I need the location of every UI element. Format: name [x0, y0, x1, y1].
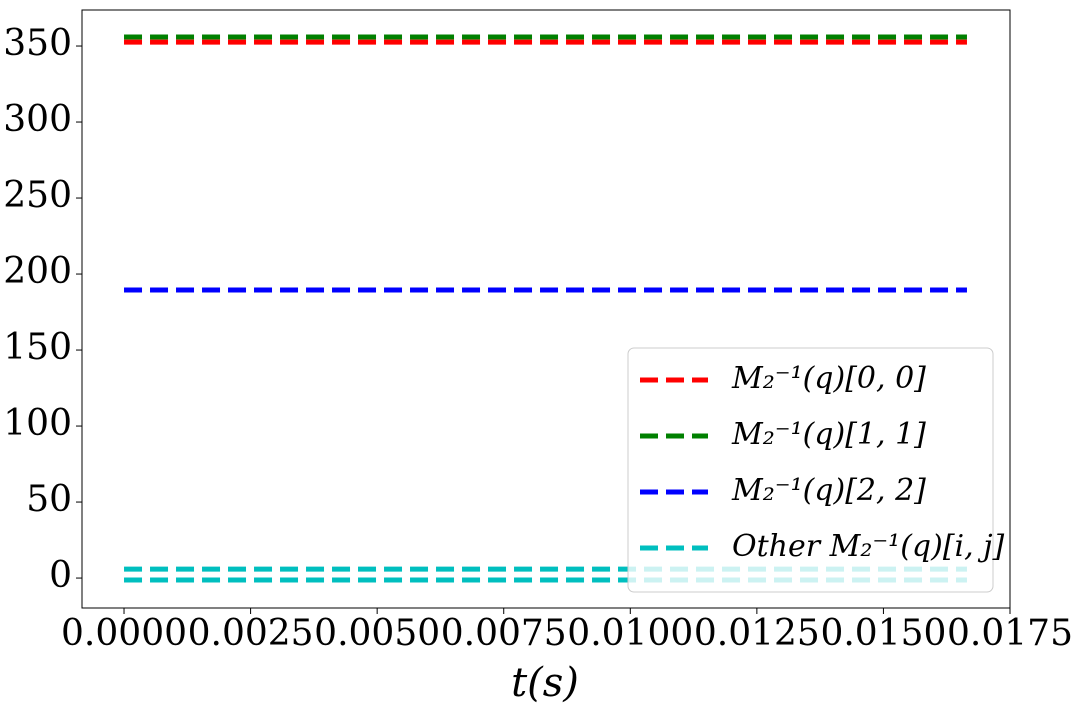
- legend: M₂⁻¹(q)[0, 0] M₂⁻¹(q)[1, 1] M₂⁻¹(q)[2, 2] O…: [627, 347, 1004, 593]
- y-tick-label: 250: [3, 175, 72, 216]
- y-tick-label: 200: [3, 251, 72, 292]
- plot-frame: [81, 9, 1011, 609]
- x-tick-label: 0.0100: [567, 613, 693, 654]
- legend-label: M₂⁻¹(q)[2, 2]: [731, 473, 926, 508]
- x-tick-label: 0.0175: [947, 613, 1073, 654]
- x-axis-label: t(s): [511, 660, 579, 706]
- y-tick-label: 100: [3, 403, 72, 444]
- y-tick-label: 150: [3, 327, 72, 368]
- y-tick-label: 300: [3, 99, 72, 140]
- x-tick-label: 0.0000: [61, 613, 187, 654]
- legend-box: [627, 347, 994, 593]
- y-tick-label: 0: [49, 555, 72, 596]
- x-tick-label: 0.0075: [441, 613, 567, 654]
- y-tick-label: 350: [3, 23, 72, 64]
- legend-label: M₂⁻¹(q)[1, 1]: [731, 417, 926, 452]
- legend-label: M₂⁻¹(q)[0, 0]: [731, 361, 926, 396]
- x-tick-label: 0.0125: [694, 613, 820, 654]
- x-tick-label: 0.0025: [188, 613, 314, 654]
- x-tick-label: 0.0050: [314, 613, 440, 654]
- y-tick-label: 50: [26, 479, 72, 520]
- legend-label: Other M₂⁻¹(q)[i, j]: [732, 529, 1004, 564]
- x-tick-label: 0.0150: [820, 613, 946, 654]
